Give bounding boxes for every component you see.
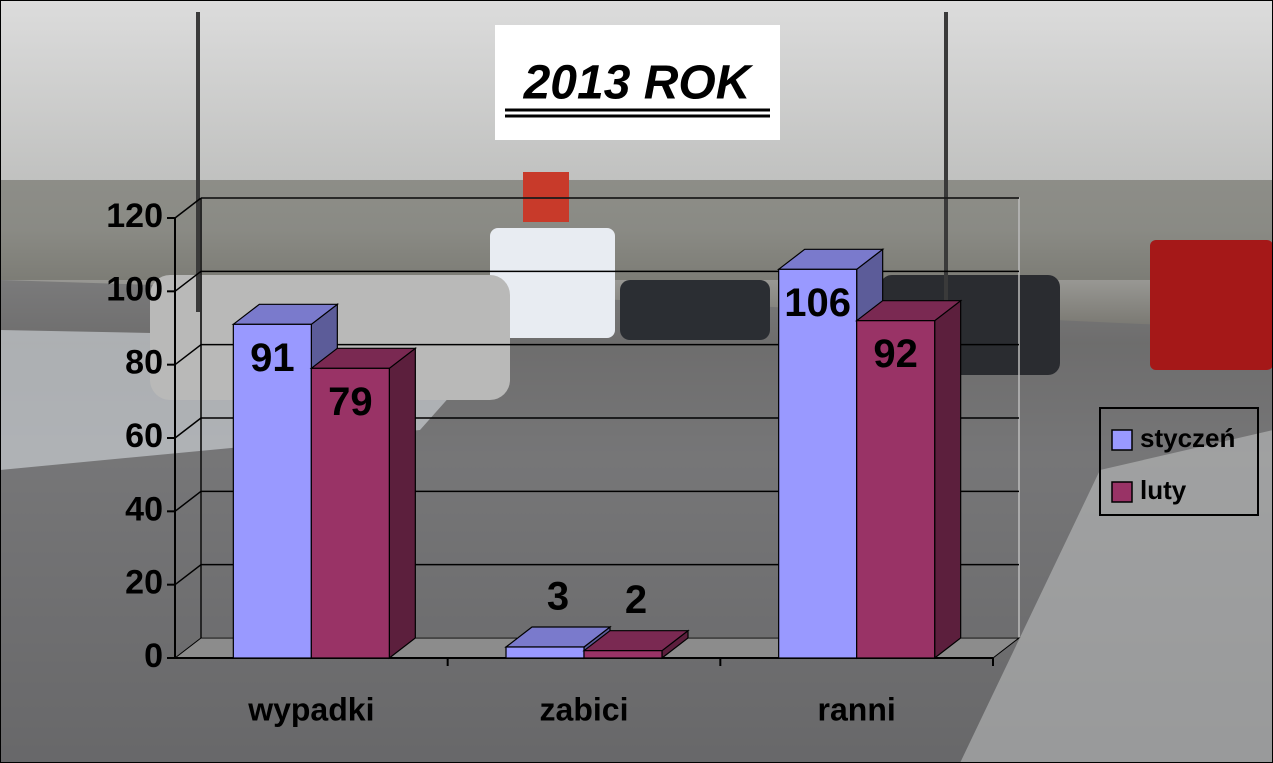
y-tick-label: 20 (125, 564, 163, 602)
chart-title: 2013 ROK (523, 57, 754, 110)
bar (778, 268, 858, 659)
y-tick-label: 0 (144, 637, 163, 675)
bar (232, 323, 312, 659)
grid-line (174, 490, 202, 512)
data-label: 106 (784, 281, 851, 325)
legend-label: styczeń (1140, 423, 1235, 453)
x-tick-label: wypadki (247, 691, 374, 727)
grid-line (174, 197, 202, 219)
y-tick-label: 120 (106, 197, 163, 235)
y-tick-label: 40 (125, 490, 163, 528)
legend-label: luty (1140, 475, 1187, 505)
x-tick-label: ranni (818, 691, 896, 727)
y-tick-label: 60 (125, 417, 163, 455)
legend-swatch (1111, 429, 1133, 451)
grid-line (174, 270, 202, 292)
bar (310, 367, 390, 659)
bar (856, 320, 936, 659)
bar (505, 646, 585, 659)
data-label: 2 (625, 578, 647, 622)
bar-side (388, 347, 416, 660)
grid-line (174, 344, 202, 366)
data-label: 91 (250, 336, 295, 380)
title-box (495, 25, 780, 140)
y-tick-label: 100 (106, 270, 163, 308)
data-label: 92 (873, 332, 918, 376)
x-tick-label: zabici (540, 691, 629, 727)
bar (583, 650, 663, 659)
grid-line (174, 417, 202, 439)
grid-line (174, 564, 202, 586)
y-tick-label: 80 (125, 344, 163, 382)
data-label: 3 (547, 575, 569, 619)
bar-side (934, 299, 962, 660)
data-label: 79 (328, 380, 373, 424)
legend-box (1099, 407, 1259, 516)
legend-swatch (1111, 481, 1133, 503)
